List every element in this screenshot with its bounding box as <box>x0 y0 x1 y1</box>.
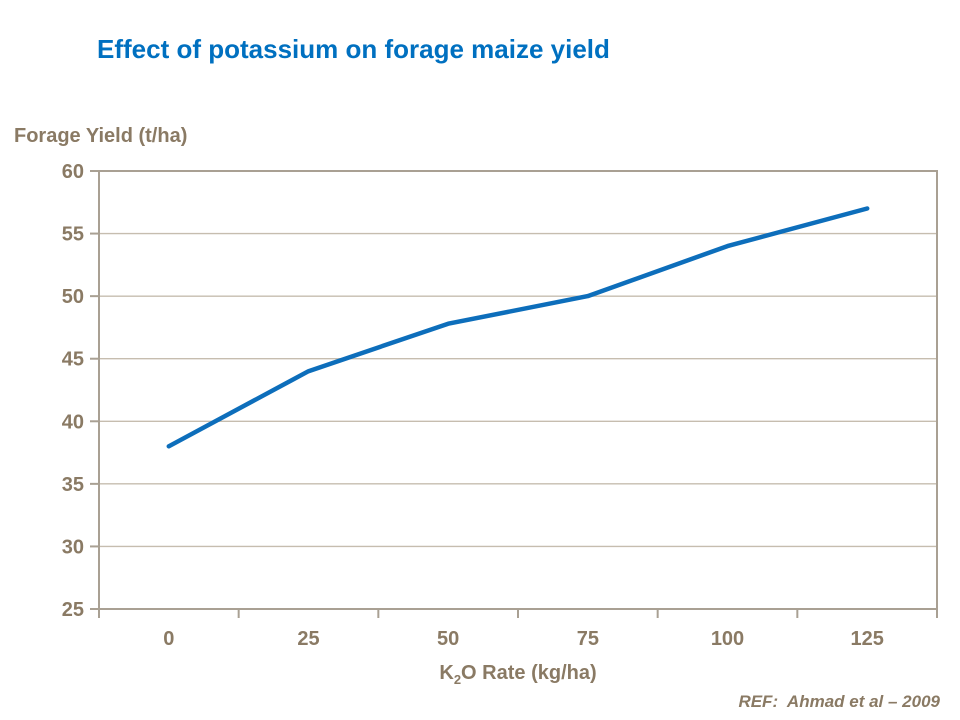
chart-title: Effect of potassium on forage maize yiel… <box>97 34 610 64</box>
x-tick-label: 25 <box>297 628 319 650</box>
reference-text: REF: Ahmad et al – 2009 <box>738 692 940 711</box>
x-axis-title-subscript: 2 <box>453 672 462 687</box>
x-tick-label: 0 <box>163 628 174 650</box>
y-tick-label: 50 <box>62 286 84 308</box>
plot-border <box>98 170 938 610</box>
x-axis-title-main: K <box>439 662 454 684</box>
y-tick-label: 55 <box>62 224 84 246</box>
y-tick-label: 40 <box>62 411 84 433</box>
y-axis-title: Forage Yield (t/ha) <box>14 125 188 147</box>
data-line-forage-yield <box>166 206 870 449</box>
x-tick-label: 75 <box>577 628 599 650</box>
x-tick-label: 50 <box>437 628 459 650</box>
x-tick-label: 125 <box>850 628 883 650</box>
y-tick-label: 45 <box>62 349 84 371</box>
y-tick-label: 60 <box>62 161 84 183</box>
x-axis-title: K2O Rate (kg/ha) <box>99 662 937 687</box>
y-tick-label: 25 <box>62 599 84 621</box>
x-tick-label: 100 <box>711 628 744 650</box>
y-tick-label: 35 <box>62 474 84 496</box>
y-tick-label: 30 <box>62 536 84 558</box>
x-axis-title-rest: O Rate (kg/ha) <box>461 662 597 684</box>
